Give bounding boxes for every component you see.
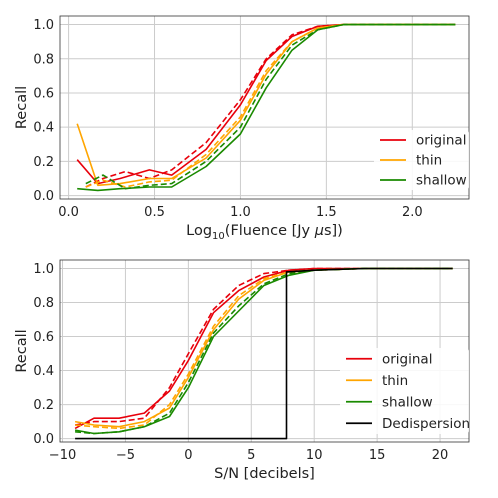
x-tick-label: 0.0 — [58, 205, 79, 220]
x-tick-label: 2.0 — [402, 205, 423, 220]
y-tick-label: 1.0 — [33, 262, 54, 277]
legend-label-thin: thin — [382, 373, 408, 389]
axes-frame — [59, 15, 470, 200]
y-tick-label: 1.0 — [33, 18, 54, 33]
x-axis-label: S/N [decibels] — [214, 466, 315, 482]
y-tick-label: 0.6 — [33, 330, 54, 345]
y-tick-label: 0.2 — [33, 398, 54, 413]
legend-label-original: original — [382, 351, 432, 367]
series-line-dashed-5 — [75, 267, 453, 435]
y-tick-label: 0.2 — [33, 155, 54, 170]
series-line-dashed-5 — [85, 23, 456, 190]
y-axis-label: Recall — [14, 86, 30, 129]
x-axis-label-part: μ — [314, 223, 324, 239]
series-line-dashed-1 — [85, 23, 456, 188]
series-line-dedispersion — [75, 267, 453, 440]
legend-label-dedispersion: Dedispersion — [382, 416, 470, 432]
y-tick-label: 0.4 — [33, 364, 54, 379]
legend-label-shallow: shallow — [382, 394, 433, 410]
x-axis-label-part: 10 — [212, 231, 225, 242]
x-tick-label: 5 — [247, 448, 255, 463]
series-line-original — [76, 23, 456, 185]
y-tick-label: 0.8 — [33, 296, 54, 311]
y-tick-label: 0.6 — [33, 86, 54, 101]
y-tick-label: 0.4 — [33, 121, 54, 136]
panel-fluence: 0.0 0.5 1.0 1.5 2.0 0.0 0.2 0.4 0.6 0.8 1.0 Recall L… — [14, 15, 470, 242]
legend-box — [340, 348, 469, 434]
legend-box — [374, 130, 469, 190]
x-axis-label-part: (Fluence [Jy — [225, 223, 315, 239]
x-tick-label: 20 — [432, 448, 449, 463]
x-axis-label-part: s]) — [324, 223, 343, 239]
panel-snr: −10 −5 0 5 10 15 20 0.0 0.2 0.4 0.6 0.8 1.0 Recall S/N… — [14, 259, 470, 482]
legend-label-shallow: shallow — [416, 173, 467, 189]
x-axis-label-part: Log — [186, 223, 212, 239]
x-tick-label: 15 — [369, 448, 386, 463]
x-axis-label: Log10(Fluence [Jy μs]) — [186, 223, 343, 242]
series-line-dashed-1 — [74, 267, 453, 426]
x-tick-label: −5 — [116, 448, 135, 463]
series-line-original — [74, 267, 453, 430]
x-tick-label: −10 — [49, 448, 76, 463]
y-tick-label: 0.8 — [33, 52, 54, 67]
x-tick-label: 0.5 — [144, 205, 165, 220]
y-tick-label: 0.0 — [33, 189, 54, 204]
x-tick-label: 10 — [306, 448, 323, 463]
x-tick-label: 0 — [184, 448, 192, 463]
x-tick-label: 1.0 — [230, 205, 251, 220]
series-line-shallow — [77, 23, 456, 192]
y-axis-label: Recall — [14, 329, 30, 372]
legend-label-original: original — [416, 133, 466, 149]
legend-label-thin: thin — [416, 153, 442, 169]
series-line-dashed-3 — [75, 267, 453, 430]
x-tick-label: 1.5 — [316, 205, 337, 220]
y-tick-label: 0.0 — [33, 432, 54, 447]
